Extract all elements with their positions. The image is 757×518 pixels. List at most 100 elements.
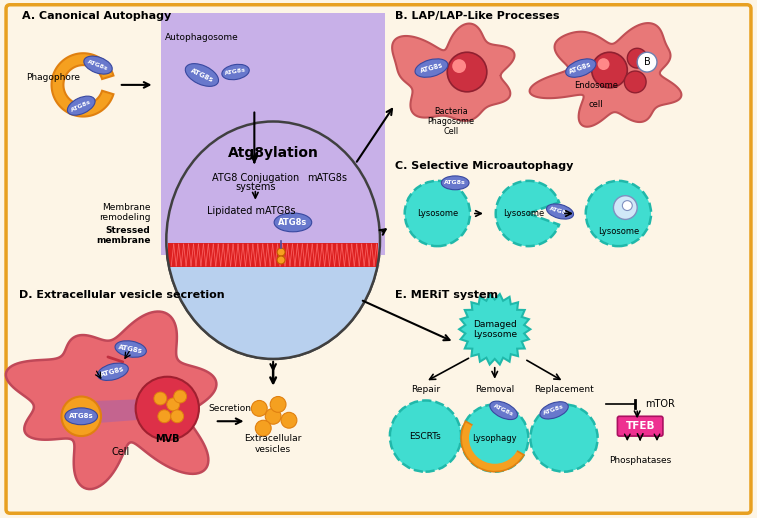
Ellipse shape [167, 122, 380, 359]
Text: TFEB: TFEB [625, 421, 655, 431]
Polygon shape [6, 311, 217, 489]
Text: systems: systems [235, 182, 276, 192]
Text: Damaged
Lysosome: Damaged Lysosome [472, 320, 517, 339]
Circle shape [390, 400, 461, 472]
FancyBboxPatch shape [6, 5, 751, 513]
Text: ATG8s: ATG8s [70, 99, 92, 112]
Ellipse shape [67, 96, 95, 115]
Text: cell: cell [588, 100, 603, 109]
Circle shape [251, 400, 267, 416]
Circle shape [637, 52, 657, 72]
Ellipse shape [490, 401, 518, 420]
Circle shape [625, 71, 646, 93]
Ellipse shape [185, 64, 219, 87]
Circle shape [531, 405, 597, 472]
Text: ATG8s: ATG8s [118, 344, 143, 354]
Ellipse shape [167, 122, 380, 359]
Bar [161, 12, 385, 255]
Circle shape [469, 412, 521, 464]
Ellipse shape [115, 341, 146, 357]
Text: Lysosome: Lysosome [503, 209, 544, 218]
Circle shape [179, 52, 225, 98]
Ellipse shape [84, 56, 112, 74]
Text: ATG8s: ATG8s [543, 404, 565, 416]
Circle shape [628, 48, 647, 68]
Ellipse shape [441, 176, 469, 190]
Text: ATG8s: ATG8s [444, 180, 466, 185]
Text: Lipidated mATG8s: Lipidated mATG8s [207, 206, 296, 215]
Text: ATG8 Conjugation: ATG8 Conjugation [212, 173, 299, 183]
Circle shape [154, 392, 167, 405]
Circle shape [255, 420, 271, 436]
Text: Lysophagy: Lysophagy [472, 434, 517, 442]
Text: ATG8s: ATG8s [493, 404, 515, 417]
Circle shape [622, 200, 632, 210]
Text: Extracellular
vesicles: Extracellular vesicles [245, 434, 302, 454]
Text: ESCRTs: ESCRTs [410, 431, 441, 441]
Circle shape [277, 248, 285, 256]
Circle shape [265, 408, 281, 424]
Circle shape [452, 59, 466, 73]
Ellipse shape [565, 59, 596, 77]
Circle shape [405, 181, 470, 246]
Text: E. MERiT system: E. MERiT system [395, 290, 498, 300]
Polygon shape [530, 23, 681, 127]
Text: Autophagosome: Autophagosome [165, 33, 238, 42]
Circle shape [158, 410, 171, 423]
Text: Bacteria
Phagosome
Cell: Bacteria Phagosome Cell [428, 107, 475, 136]
Ellipse shape [98, 363, 128, 380]
Circle shape [167, 39, 238, 111]
Ellipse shape [65, 408, 98, 425]
Ellipse shape [547, 204, 574, 219]
Text: Lysosome: Lysosome [417, 209, 458, 218]
Text: ATG8s: ATG8s [569, 61, 593, 75]
Text: A. Canonical Autophagy: A. Canonical Autophagy [22, 11, 171, 21]
Text: C. Selective Microautophagy: C. Selective Microautophagy [395, 161, 573, 171]
FancyBboxPatch shape [618, 416, 663, 436]
Text: ATG8s: ATG8s [549, 206, 572, 217]
Ellipse shape [222, 64, 249, 80]
Polygon shape [496, 181, 559, 246]
Text: mATG8s: mATG8s [307, 173, 347, 183]
Polygon shape [392, 23, 515, 121]
Circle shape [136, 377, 199, 440]
Text: Phosphatases: Phosphatases [609, 456, 671, 465]
Circle shape [597, 58, 609, 70]
Circle shape [586, 181, 651, 246]
Text: Repair: Repair [411, 385, 440, 394]
Text: ATG8s: ATG8s [224, 68, 247, 76]
Text: B. LAP/LAP-Like Processes: B. LAP/LAP-Like Processes [395, 11, 559, 21]
Polygon shape [459, 294, 531, 365]
Text: D. Extracellular vesicle secretion: D. Extracellular vesicle secretion [19, 290, 225, 300]
Wedge shape [461, 421, 524, 472]
Text: Cell: Cell [112, 447, 130, 457]
Circle shape [277, 256, 285, 264]
Circle shape [613, 196, 637, 220]
Circle shape [173, 390, 186, 403]
Text: B: B [643, 57, 650, 67]
Circle shape [167, 398, 179, 411]
Text: Endosome: Endosome [574, 81, 618, 90]
Text: Membrane
remodeling: Membrane remodeling [99, 203, 151, 222]
Text: ATG8s: ATG8s [69, 413, 94, 419]
Circle shape [270, 396, 286, 412]
Polygon shape [51, 53, 114, 117]
Text: Removal: Removal [475, 385, 514, 394]
Circle shape [61, 396, 101, 436]
Text: Phagophore: Phagophore [26, 73, 80, 82]
Ellipse shape [274, 213, 312, 232]
Circle shape [281, 412, 297, 428]
Text: Lysosome: Lysosome [598, 227, 639, 236]
Circle shape [592, 52, 628, 88]
Circle shape [461, 405, 528, 472]
Text: ATG8s: ATG8s [419, 62, 444, 74]
Text: ATG8s: ATG8s [189, 67, 214, 83]
Text: Atg8ylation: Atg8ylation [228, 146, 319, 160]
Text: ATG8s: ATG8s [279, 218, 307, 227]
Polygon shape [81, 398, 160, 424]
Ellipse shape [415, 59, 448, 77]
Circle shape [447, 52, 487, 92]
Text: mTOR: mTOR [645, 399, 675, 409]
Bar [168, 243, 378, 267]
Ellipse shape [540, 402, 569, 419]
